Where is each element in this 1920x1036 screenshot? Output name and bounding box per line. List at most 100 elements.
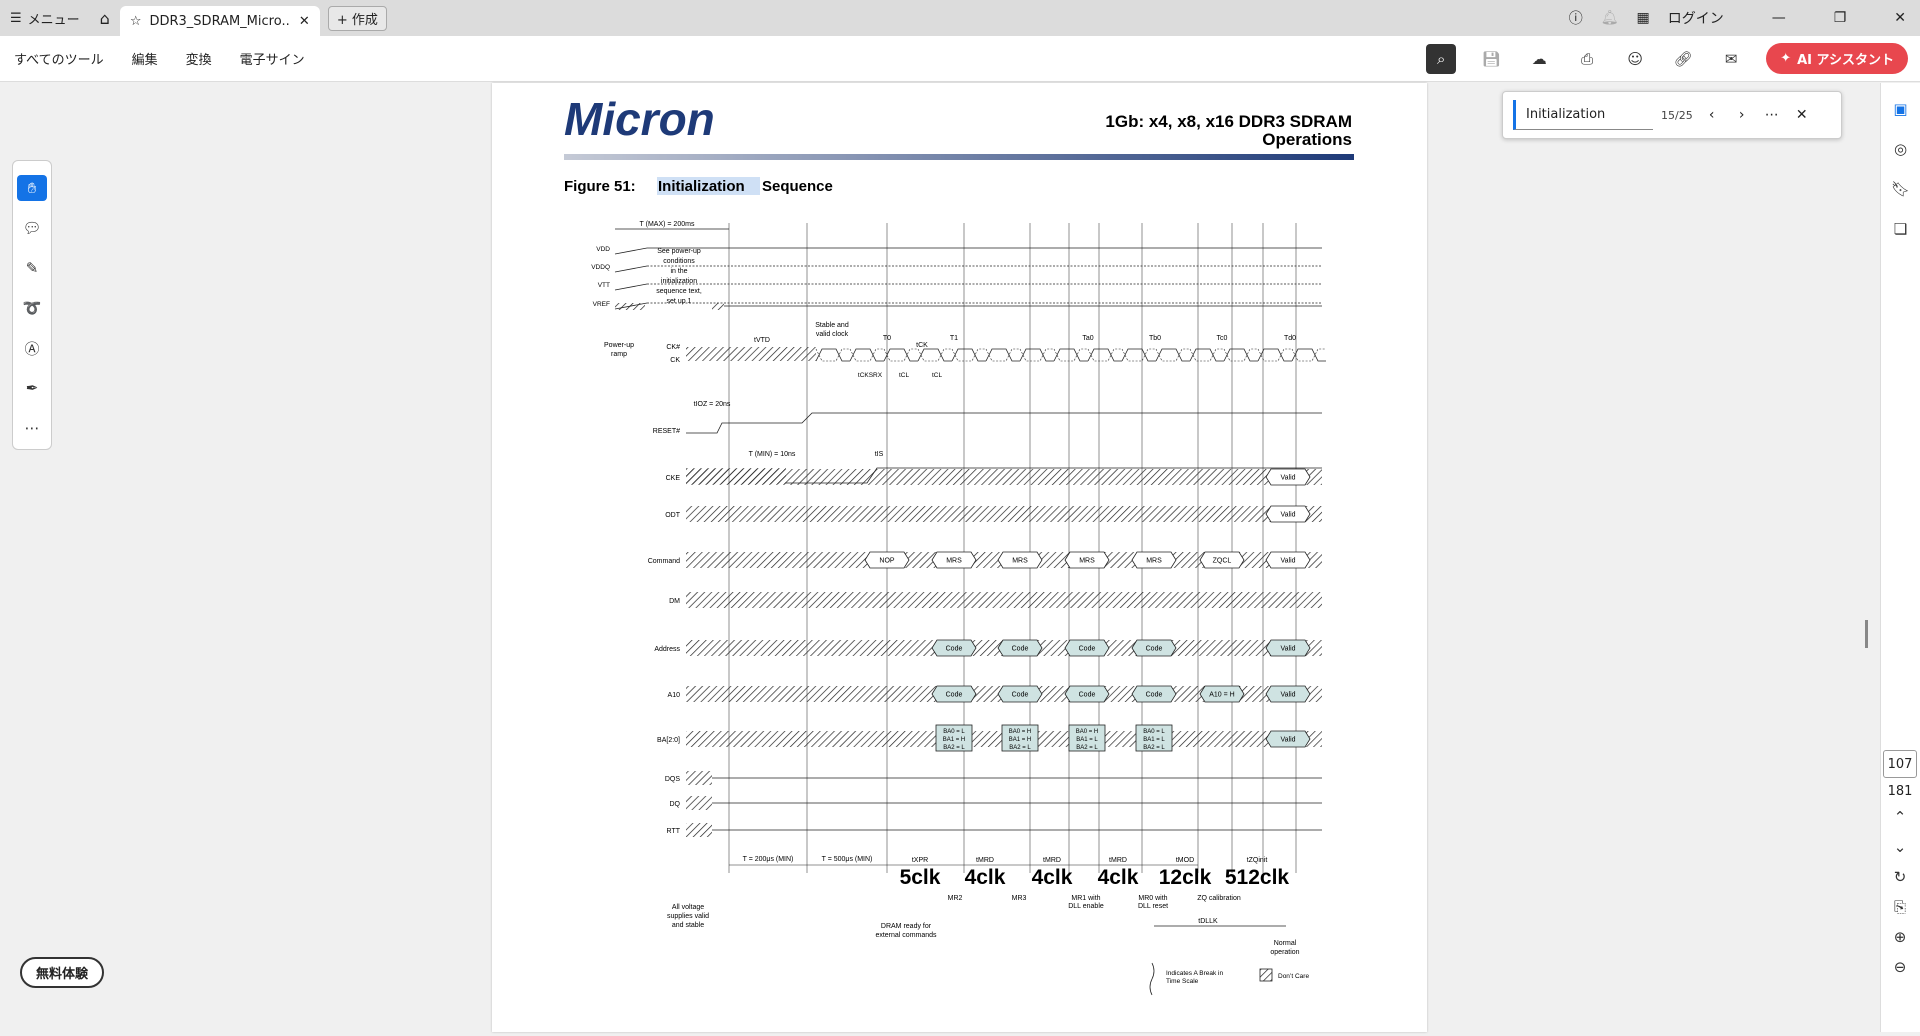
mail-icon[interactable]: ✉ xyxy=(1724,49,1738,68)
bookmark-icon[interactable]: 🔖︎ xyxy=(1890,180,1911,198)
hand-tool-icon[interactable]: ✋︎ xyxy=(17,175,47,201)
time-marker-label: Ta0 xyxy=(1082,335,1093,342)
document-tab[interactable]: ☆ DDR3_SDRAM_Micro... ✕ xyxy=(119,6,320,36)
lasso-icon[interactable]: ➰ xyxy=(22,299,42,317)
ba-valid: Valid xyxy=(1280,737,1295,744)
power-note-line: sequence text, xyxy=(656,288,702,295)
ck-wave xyxy=(1053,348,1088,362)
create-button[interactable]: + 作成 xyxy=(327,5,387,31)
ckn-wave xyxy=(985,348,1020,362)
chevron-right-icon[interactable]: › xyxy=(1738,107,1745,123)
bottom-timing-label: tMRD xyxy=(1109,857,1127,864)
vref-hatch xyxy=(712,303,724,310)
close-tab-icon[interactable]: ✕ xyxy=(298,13,310,29)
home-icon[interactable]: ⌂ xyxy=(99,8,110,28)
ckn-wave xyxy=(1087,348,1122,362)
current-page-input[interactable]: 107 xyxy=(1883,750,1917,778)
upload-cloud-icon[interactable]: ☁ xyxy=(1531,49,1547,68)
chevron-down-icon[interactable]: ⌄ xyxy=(1893,838,1907,856)
print-icon[interactable]: ⎙ xyxy=(1581,49,1594,68)
ckn-wave xyxy=(951,348,986,362)
signal-name: ODT xyxy=(665,512,681,519)
page-fit-icon[interactable]: ⎘ xyxy=(1893,898,1906,916)
menu-all-tools[interactable]: すべてのツール xyxy=(14,53,104,68)
ba-value: BA0 = H xyxy=(1076,729,1099,735)
vref-hatch xyxy=(615,303,645,310)
menu-edit[interactable]: 編集 xyxy=(131,53,158,68)
stable-clock-label: Stable and xyxy=(815,322,849,329)
ai-assistant-label: AI アシスタント xyxy=(1797,53,1894,68)
tab-title: DDR3_SDRAM_Micro... xyxy=(149,13,291,29)
search-icon[interactable]: ⌕ xyxy=(1426,43,1457,74)
clock-hatch xyxy=(686,347,816,361)
bus-value-box xyxy=(1064,685,1110,703)
ba-value: BA2 = L xyxy=(1143,745,1165,751)
save-icon[interactable]: 💾︎ xyxy=(1481,49,1501,68)
chevron-left-icon[interactable]: ‹ xyxy=(1708,107,1715,123)
more-tools-icon[interactable]: ⋯ xyxy=(24,419,40,437)
ck-wave xyxy=(849,348,884,362)
supply-ramp xyxy=(614,265,648,273)
figure-label: Figure 51: xyxy=(564,178,636,195)
link-icon[interactable]: 🔗︎ xyxy=(1673,49,1693,68)
close-find-icon[interactable]: ✕ xyxy=(1795,107,1808,123)
restore-icon[interactable]: ❐ xyxy=(1833,10,1847,26)
menu-convert[interactable]: 変換 xyxy=(185,53,212,68)
ai-assistant-button[interactable]: ✦ AI アシスタント xyxy=(1766,43,1908,74)
star-icon[interactable]: ☆ xyxy=(129,13,142,29)
menu-button[interactable]: ☰ メニュー xyxy=(0,0,90,36)
bell-icon[interactable]: 🔔︎ xyxy=(1600,10,1619,26)
more-options-icon[interactable]: ⋯ xyxy=(1764,107,1779,123)
comment-panel-icon[interactable]: ◎ xyxy=(1893,140,1908,158)
bus-value-box xyxy=(1131,685,1177,703)
share-user-icon[interactable]: ☺ xyxy=(1627,49,1643,68)
pen-icon[interactable]: ✎ xyxy=(25,259,39,277)
bus-value: Code xyxy=(1146,646,1163,653)
clk-count: 512clk xyxy=(1225,866,1290,889)
refresh-icon[interactable]: ↻ xyxy=(1893,868,1907,886)
bus-value-box xyxy=(1199,551,1245,569)
bus-value-box xyxy=(997,685,1043,703)
comment-icon[interactable]: 💬︎ xyxy=(22,219,42,237)
ck-wave xyxy=(951,348,986,362)
find-input[interactable]: Initialization xyxy=(1513,100,1653,130)
time-marker-label: Tc0 xyxy=(1217,335,1228,342)
ba-value: BA1 = H xyxy=(943,737,966,743)
zoom-out-icon[interactable]: ⊖ xyxy=(1893,958,1907,976)
ba-box xyxy=(1135,724,1173,752)
right-rail: ▣ ◎ 🔖︎ ❏ xyxy=(1880,83,1920,1032)
help-icon[interactable]: ⓘ xyxy=(1568,11,1583,27)
bus-value: Valid xyxy=(1280,646,1295,653)
bus-value: MRS xyxy=(946,558,962,565)
signal-name: A10 xyxy=(668,692,681,699)
login-button[interactable]: ログイン xyxy=(1667,11,1724,27)
close-window-icon[interactable]: ✕ xyxy=(1894,10,1906,26)
bus-value: Code xyxy=(1146,692,1163,699)
ai-icon: ✦ xyxy=(1780,51,1792,66)
apps-grid-icon[interactable]: ▦ xyxy=(1636,10,1650,26)
free-trial-button[interactable]: 無料体験 xyxy=(20,957,105,988)
dontcare-swatch xyxy=(1259,968,1273,982)
ai-summary-icon[interactable]: ▣ xyxy=(1893,100,1908,118)
ck-wave xyxy=(815,348,850,362)
ckn-wave xyxy=(849,348,884,362)
pages-panel-icon[interactable]: ❏ xyxy=(1893,220,1908,238)
bus-value: Code xyxy=(1079,646,1096,653)
bus-value-box xyxy=(1265,685,1311,703)
text-select-icon[interactable]: Ⓐ xyxy=(24,339,40,358)
minimize-icon[interactable]: — xyxy=(1771,10,1786,26)
ck-wave xyxy=(1087,348,1122,362)
menu-label: メニュー xyxy=(27,12,80,28)
signal-name: DQS xyxy=(665,776,681,783)
zoom-in-icon[interactable]: ⊕ xyxy=(1893,928,1907,946)
bottom-timing-label: tXPR xyxy=(912,857,928,864)
sign-icon[interactable]: ✒ xyxy=(25,379,39,397)
chevron-up-icon[interactable]: ⌃ xyxy=(1893,808,1907,826)
menu-esign[interactable]: 電子サイン xyxy=(239,53,305,68)
ba-box xyxy=(1001,724,1039,752)
micron-logo: Micron xyxy=(564,93,715,145)
scrollbar-thumb[interactable] xyxy=(1865,620,1868,648)
bus-hatch xyxy=(686,506,1322,522)
time-marker-label: T0 xyxy=(883,335,891,342)
signal-name: Command xyxy=(648,558,680,565)
